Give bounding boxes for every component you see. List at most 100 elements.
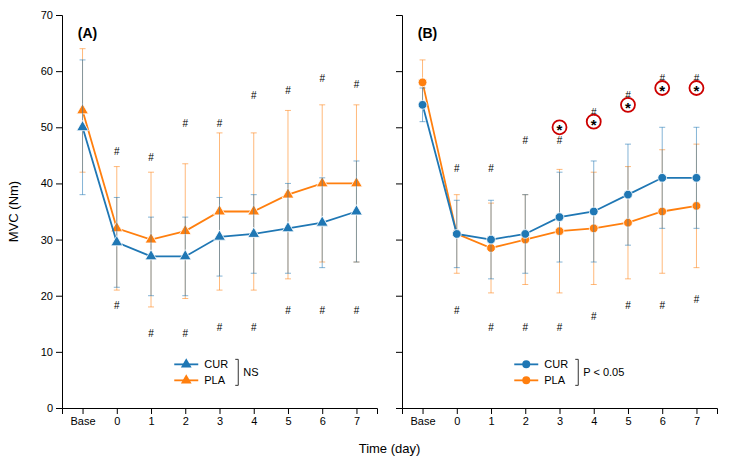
x-tick: 1 — [148, 408, 154, 427]
x-tick-mark — [423, 408, 424, 414]
y-axis-line — [56, 16, 63, 409]
x-tick-mark — [457, 408, 458, 414]
legend: CURPLANS — [174, 358, 258, 386]
marker — [521, 230, 530, 239]
legend-marker — [522, 376, 530, 384]
annotation: # — [354, 79, 360, 90]
x-tick-mark — [83, 408, 84, 414]
legend-label: PLA — [544, 374, 565, 386]
chart: Base01234567010203040506070#############… — [0, 0, 732, 463]
y-tick — [396, 127, 402, 128]
legend-bracket — [575, 359, 578, 385]
x-tick-label: 7 — [354, 415, 360, 427]
line — [83, 127, 357, 256]
x-tick: 7 — [354, 408, 360, 427]
x-tick-label: 3 — [557, 415, 563, 427]
x-axis: Base01234567 — [403, 408, 718, 427]
y-tick-label: 60 — [41, 65, 53, 77]
annotations: ################ — [114, 73, 360, 338]
marker — [418, 78, 427, 87]
y-tick-mark — [396, 127, 402, 128]
annotation: # — [251, 90, 257, 101]
series — [418, 60, 701, 293]
y-tick-mark — [56, 127, 62, 128]
x-axis-line — [63, 409, 378, 415]
annotation: # — [251, 322, 257, 333]
marks — [418, 60, 701, 293]
x-tick-mark — [322, 408, 323, 414]
x-tick: Base — [411, 408, 436, 427]
x-tick-label: 7 — [694, 415, 700, 427]
x-tick-mark — [254, 408, 255, 414]
y-tick-mark — [56, 71, 62, 72]
x-tick: 3 — [557, 408, 563, 427]
y-tick-mark — [56, 240, 62, 241]
y-tick-mark — [396, 352, 402, 353]
x-tick-label: 0 — [114, 415, 120, 427]
x-tick-mark — [594, 408, 595, 414]
annotations: ################***** — [454, 73, 703, 333]
x-tick-mark — [117, 408, 118, 414]
marker — [145, 250, 157, 260]
y-tick-label: 30 — [41, 234, 53, 246]
annotation: # — [217, 322, 223, 333]
y-tick — [396, 183, 402, 184]
annotation: # — [217, 118, 223, 129]
y-tick: 70 — [41, 9, 62, 21]
annotation: # — [694, 294, 700, 305]
legend-label: PLA — [204, 374, 225, 386]
x-tick: 5 — [285, 408, 291, 427]
x-tick: 4 — [251, 408, 257, 427]
annotation: # — [182, 118, 188, 129]
y-tick-mark — [396, 408, 402, 409]
panel: Base01234567################*****(B)CURP… — [396, 16, 718, 427]
x-tick: 6 — [660, 408, 666, 427]
marker — [418, 100, 427, 109]
marker — [179, 250, 191, 260]
x-tick-label: 2 — [523, 415, 529, 427]
y-tick: 30 — [41, 234, 62, 246]
y-tick — [396, 71, 402, 72]
marker — [624, 190, 633, 199]
marker — [351, 205, 363, 215]
legend-bracket — [235, 359, 238, 385]
panel-title: (A) — [78, 25, 97, 41]
y-tick-mark — [56, 296, 62, 297]
annotation: * — [591, 116, 597, 133]
x-tick: 2 — [523, 408, 529, 427]
x-tick-label: Base — [71, 415, 96, 427]
legend-marker — [181, 374, 192, 383]
marker — [248, 227, 260, 237]
y-tick-mark — [56, 15, 62, 16]
x-tick: 1 — [488, 408, 494, 427]
x-axis-title: Time (day) — [359, 441, 421, 456]
x-tick-mark — [662, 408, 663, 414]
x-axis-line — [403, 409, 718, 415]
annotation: # — [285, 85, 291, 96]
y-tick — [396, 352, 402, 353]
annotation: # — [319, 305, 325, 316]
y-tick-label: 50 — [41, 121, 53, 133]
y-tick-label: 0 — [47, 402, 53, 414]
y-tick-mark — [396, 296, 402, 297]
marker — [77, 120, 89, 130]
y-tick — [396, 408, 402, 409]
x-tick-mark — [151, 408, 152, 414]
marker — [452, 230, 461, 239]
y-tick: 40 — [41, 177, 62, 189]
y-tick-label: 20 — [41, 290, 53, 302]
marker — [692, 173, 701, 182]
x-tick-label: 1 — [148, 415, 154, 427]
y-axis-title: MVC (Nm) — [6, 181, 21, 242]
legend-marker — [522, 360, 530, 368]
y-tick: 50 — [41, 121, 62, 133]
x-tick-mark — [220, 408, 221, 414]
line — [423, 105, 697, 240]
x-tick-label: 4 — [591, 415, 597, 427]
x-tick-mark — [525, 408, 526, 414]
annotation: # — [454, 163, 460, 174]
legend-note: P < 0.05 — [583, 366, 624, 378]
x-tick: 2 — [183, 408, 189, 427]
legend-note: NS — [243, 366, 258, 378]
annotation: # — [659, 300, 665, 311]
